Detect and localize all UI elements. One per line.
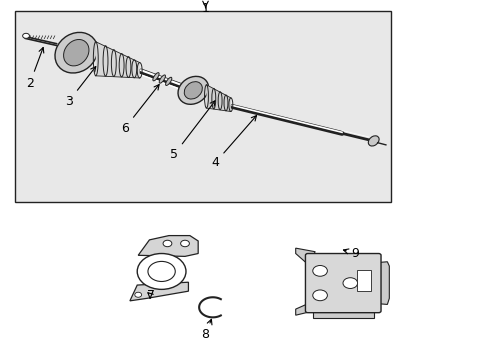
Circle shape xyxy=(135,292,142,297)
Text: 9: 9 xyxy=(343,247,359,260)
Polygon shape xyxy=(138,235,198,256)
Polygon shape xyxy=(312,311,373,318)
Ellipse shape xyxy=(153,73,159,81)
Bar xyxy=(356,270,370,292)
Ellipse shape xyxy=(159,75,165,83)
Circle shape xyxy=(148,261,175,282)
Ellipse shape xyxy=(178,76,208,104)
Ellipse shape xyxy=(184,82,202,99)
Polygon shape xyxy=(295,304,313,315)
Ellipse shape xyxy=(55,32,98,73)
Text: 3: 3 xyxy=(65,67,96,108)
Text: 4: 4 xyxy=(211,116,256,169)
Bar xyxy=(15,12,390,202)
Circle shape xyxy=(312,290,327,301)
Circle shape xyxy=(312,265,327,276)
Circle shape xyxy=(180,240,189,247)
Circle shape xyxy=(163,240,171,247)
Text: 6: 6 xyxy=(121,85,159,135)
Circle shape xyxy=(342,278,357,288)
Polygon shape xyxy=(378,262,388,305)
Text: 5: 5 xyxy=(169,101,215,161)
Ellipse shape xyxy=(63,40,89,66)
Text: 2: 2 xyxy=(26,48,44,90)
Polygon shape xyxy=(295,248,315,264)
Polygon shape xyxy=(96,42,140,78)
Ellipse shape xyxy=(165,77,171,85)
Text: 8: 8 xyxy=(201,319,211,341)
Text: 1: 1 xyxy=(201,3,209,15)
Circle shape xyxy=(137,253,185,289)
Text: 7: 7 xyxy=(146,289,155,302)
Polygon shape xyxy=(130,282,188,301)
Ellipse shape xyxy=(367,136,378,146)
Circle shape xyxy=(22,33,29,39)
Polygon shape xyxy=(206,85,230,112)
FancyBboxPatch shape xyxy=(305,253,380,313)
